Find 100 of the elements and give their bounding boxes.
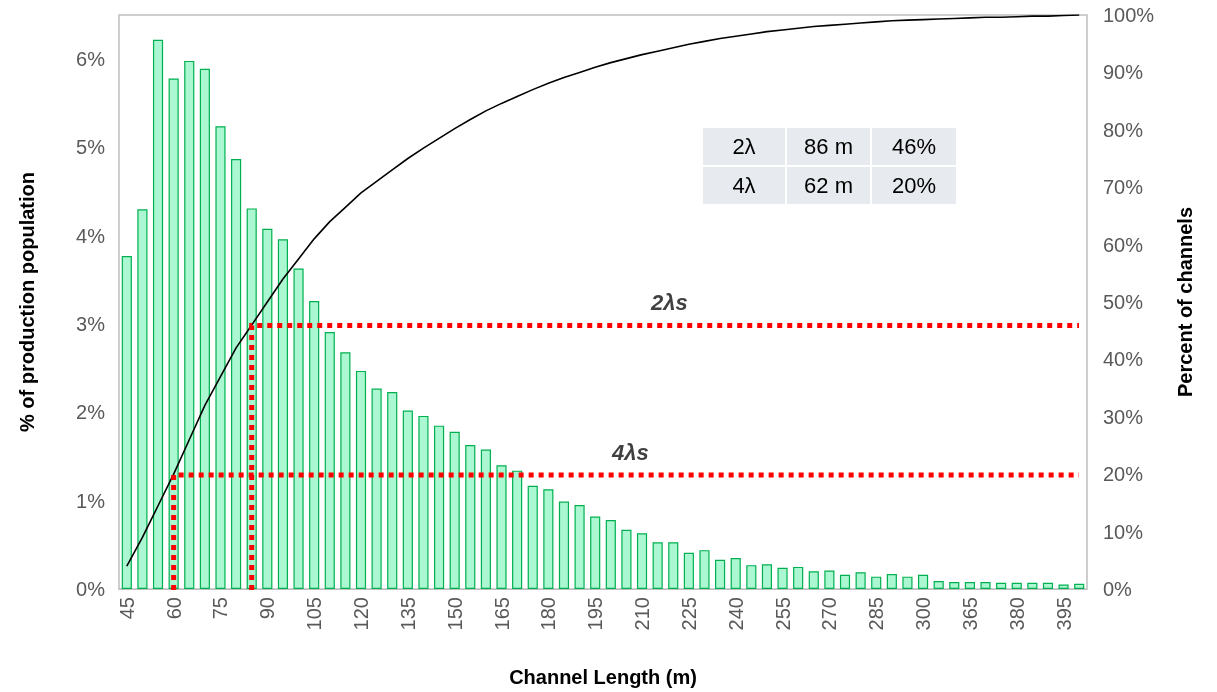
y-tick-label: 4%: [76, 224, 106, 247]
x-tick-label: 395: [1052, 597, 1075, 631]
bar: [730, 558, 741, 589]
x-tick-label: 270: [818, 597, 841, 631]
y2-tick-label: 10%: [1103, 520, 1144, 543]
x-tick-label: 120: [350, 597, 372, 631]
y2-tick-label: 0%: [1103, 578, 1133, 600]
bar: [480, 449, 491, 589]
bar: [980, 581, 991, 589]
x-tick-label: 75: [209, 597, 232, 620]
bar: [262, 228, 273, 589]
y-axis-title: % of production population: [16, 172, 38, 432]
x-tick-label: 225: [677, 597, 700, 631]
y2-tick-label: 80%: [1103, 118, 1144, 141]
bar: [449, 431, 460, 589]
bar: [824, 570, 835, 589]
bar: [355, 370, 367, 589]
y-tick-label: 0%: [76, 578, 106, 600]
y-tick-label: 6%: [76, 48, 106, 71]
bar: [277, 239, 289, 589]
bar: [636, 533, 648, 589]
bar: [902, 576, 913, 589]
bar: [543, 489, 554, 589]
bar: [371, 388, 382, 589]
bar: [746, 565, 757, 589]
bar: [152, 39, 164, 589]
y2-tick-label: 100%: [1103, 4, 1155, 26]
y2-tick-label: 70%: [1103, 176, 1144, 199]
bar: [1011, 582, 1022, 589]
x-tick-label: 150: [443, 597, 466, 631]
x-tick-label: 195: [584, 597, 607, 631]
bar: [808, 571, 819, 589]
bar: [402, 410, 413, 589]
bar: [605, 520, 616, 589]
bar: [652, 542, 663, 589]
line-series: [126, 14, 1080, 567]
bar: [793, 566, 804, 589]
x-tick-label: 60: [162, 597, 185, 620]
bar: [590, 516, 601, 589]
bar: [340, 352, 351, 589]
bar: [512, 470, 523, 589]
bar: [433, 425, 445, 589]
bar: [871, 576, 882, 589]
x-tick-label: 45: [115, 597, 138, 620]
bar: [137, 209, 148, 589]
annotation: 46%: [891, 134, 937, 159]
bar: [964, 581, 975, 589]
bar: [168, 78, 179, 589]
annotation: 2λ: [732, 134, 756, 159]
y-tick-label: 5%: [76, 136, 106, 159]
bar: [683, 552, 694, 589]
bar: [418, 415, 429, 589]
bar: [293, 268, 304, 589]
annotation: 20%: [891, 173, 937, 198]
x-tick-label: 285: [865, 597, 888, 631]
x-tick-label: 135: [396, 597, 419, 631]
bar: [309, 301, 320, 589]
bar: [465, 445, 476, 589]
bar: [855, 572, 866, 589]
bar: [761, 564, 773, 589]
bar: [1058, 584, 1069, 589]
y2-tick-label: 30%: [1103, 405, 1144, 428]
annotation: 86 m: [804, 134, 853, 159]
bar: [917, 574, 929, 589]
bar: [1074, 583, 1085, 589]
x-tick-label: 255: [771, 597, 794, 631]
bar: [699, 550, 710, 589]
x-tick-label: 165: [490, 597, 513, 631]
bar: [933, 581, 944, 589]
x-tick-label: 180: [537, 597, 560, 631]
annotation: 62 m: [804, 173, 853, 198]
x-tick-label: 365: [958, 597, 981, 631]
y-tick-label: 1%: [76, 489, 106, 512]
bar: [558, 501, 570, 589]
bar: [574, 505, 585, 589]
y2-tick-label: 40%: [1103, 348, 1144, 371]
bar: [215, 126, 226, 589]
y2-tick-label: 20%: [1103, 463, 1144, 486]
ref-line-label: 2λs: [650, 290, 688, 315]
x-tick-label: 300: [912, 597, 935, 631]
bar: [839, 574, 851, 589]
bar: [621, 529, 632, 589]
bar: [996, 582, 1007, 589]
bar: [527, 485, 538, 589]
x-tick-label: 380: [1005, 597, 1028, 631]
x-tick-label: 105: [303, 597, 326, 631]
bar: [387, 392, 398, 589]
bar: [886, 573, 897, 589]
x-tick-label: 210: [631, 597, 654, 631]
bar: [668, 542, 679, 589]
ref-line-label: 4λs: [610, 439, 649, 465]
x-tick-label: 240: [724, 597, 747, 631]
x-axis-title: Channel Length (m): [509, 666, 697, 688]
bar: [121, 256, 132, 589]
x-tick-label: 90: [256, 597, 279, 620]
y2-tick-label: 90%: [1103, 61, 1144, 84]
bar: [1027, 582, 1038, 589]
bar: [1042, 582, 1054, 589]
bar: [949, 581, 960, 589]
y2-tick-label: 50%: [1103, 291, 1144, 313]
